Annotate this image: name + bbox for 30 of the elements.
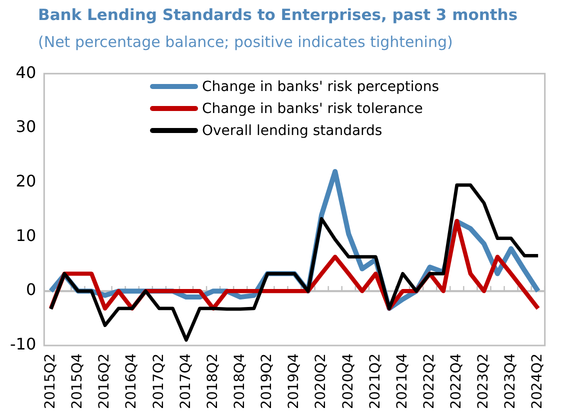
x-tick-label: 2018Q4 (232, 353, 248, 410)
x-tick-label: 2023Q2 (476, 353, 492, 410)
y-tick-label: 0 (26, 280, 36, 300)
x-tick-label: 2022Q4 (448, 353, 465, 410)
y-tick-label: 10 (16, 226, 36, 245)
x-tick-label: 2015Q2 (42, 353, 59, 410)
y-tick-label: 30 (16, 117, 36, 136)
x-tick-label: 2017Q2 (150, 353, 167, 410)
x-tick-label: 2021Q2 (367, 353, 384, 410)
y-tick-label: 40 (16, 62, 36, 82)
chart-subtitle: (Net percentage balance; positive indicates tightening) (38, 33, 453, 51)
y-tick-label: 20 (16, 171, 36, 190)
legend-label: Change in banks' risk tolerance (202, 100, 423, 119)
y-tick-label: -10 (10, 334, 36, 354)
x-tick-label: 2019Q2 (259, 353, 276, 410)
x-tick-label: 2016Q4 (124, 353, 140, 410)
x-tick-label: 2023Q4 (502, 353, 519, 410)
x-tick-label: 2024Q2 (530, 353, 546, 410)
chart-title: Bank Lending Standards to Enterprises, past 3 months (38, 6, 518, 24)
x-tick-label: 2015Q4 (70, 353, 86, 410)
legend-label: Change in banks' risk perceptions (202, 78, 440, 97)
x-tick-label: 2019Q4 (286, 353, 302, 410)
x-tick-label: 2017Q4 (178, 353, 194, 410)
x-tick-label: 2016Q2 (96, 353, 113, 410)
x-tick-label: 2022Q2 (421, 353, 438, 410)
x-tick-label: 2020Q2 (313, 353, 330, 410)
legend-label: Overall lending standards (202, 122, 382, 141)
x-tick-label: 2020Q4 (340, 353, 356, 410)
x-tick-label: 2021Q4 (394, 353, 410, 410)
x-tick-label: 2018Q2 (204, 353, 221, 410)
